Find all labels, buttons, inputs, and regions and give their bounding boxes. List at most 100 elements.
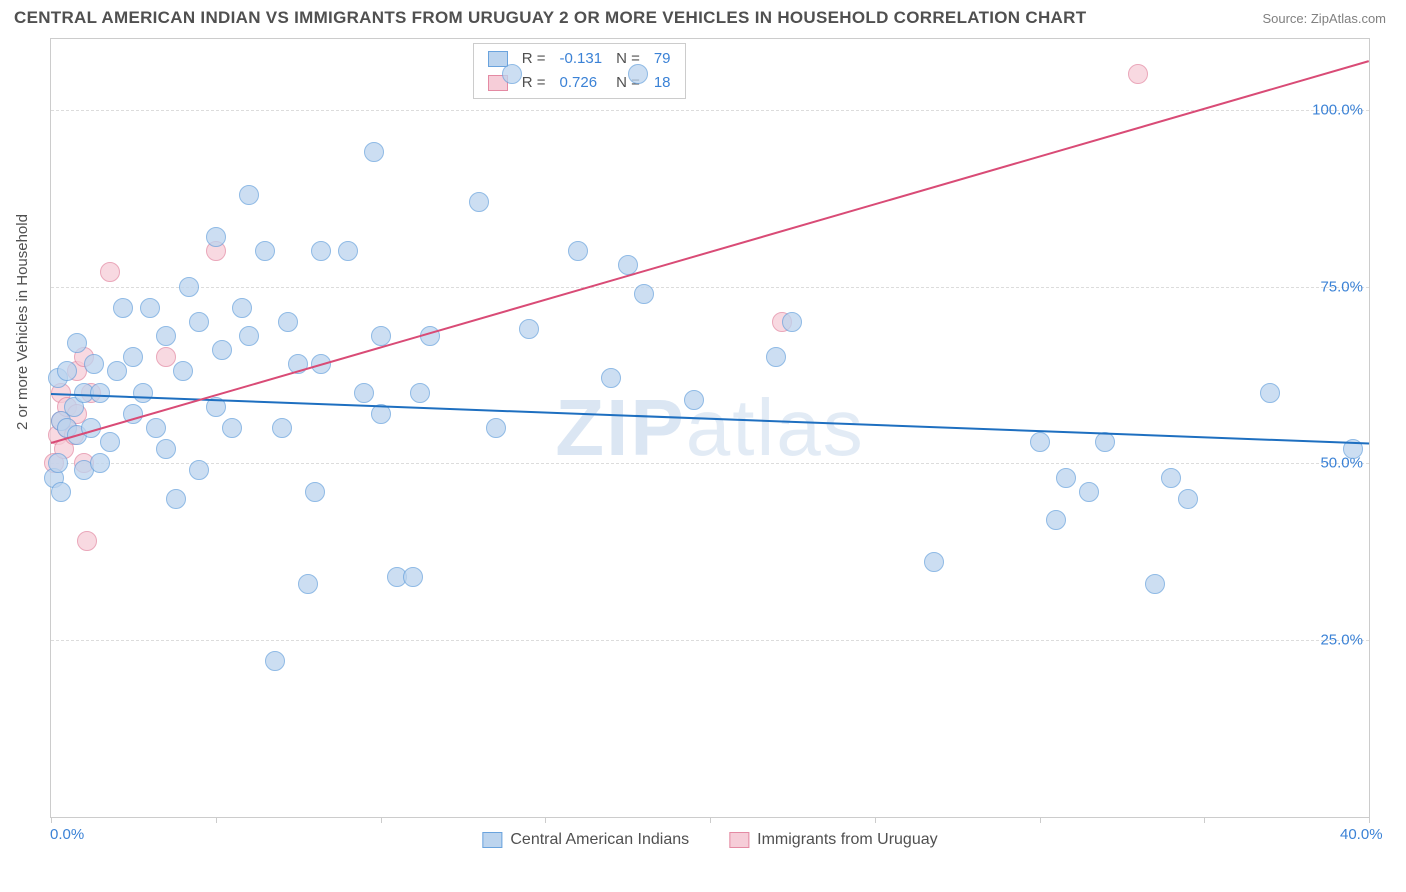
- scatter-point: [1260, 383, 1280, 403]
- scatter-point: [255, 241, 275, 261]
- plot-surface: 25.0%50.0%75.0%100.0%: [51, 39, 1369, 817]
- scatter-point: [239, 326, 259, 346]
- legend-n-value: 79: [648, 48, 677, 70]
- scatter-point: [1079, 482, 1099, 502]
- x-tick-label: 40.0%: [1340, 826, 1383, 843]
- x-tick: [545, 817, 546, 823]
- scatter-point: [90, 383, 110, 403]
- gridline: [51, 463, 1369, 464]
- scatter-point: [519, 319, 539, 339]
- scatter-point: [601, 368, 621, 388]
- scatter-point: [1046, 510, 1066, 530]
- scatter-point: [113, 298, 133, 318]
- scatter-point: [179, 277, 199, 297]
- y-axis-title: 2 or more Vehicles in Household: [14, 214, 31, 430]
- legend-swatch: [729, 832, 749, 848]
- scatter-point: [364, 142, 384, 162]
- scatter-point: [232, 298, 252, 318]
- scatter-point: [189, 312, 209, 332]
- scatter-point: [239, 185, 259, 205]
- scatter-point: [502, 64, 522, 84]
- scatter-point: [410, 383, 430, 403]
- y-tick-label: 75.0%: [1320, 278, 1363, 295]
- gridline: [51, 287, 1369, 288]
- chart-title: CENTRAL AMERICAN INDIAN VS IMMIGRANTS FR…: [14, 8, 1086, 28]
- scatter-point: [1128, 64, 1148, 84]
- scatter-point: [568, 241, 588, 261]
- scatter-point: [634, 284, 654, 304]
- scatter-point: [311, 241, 331, 261]
- scatter-point: [90, 453, 110, 473]
- scatter-point: [67, 333, 87, 353]
- scatter-point: [272, 418, 292, 438]
- scatter-point: [57, 361, 77, 381]
- scatter-point: [1161, 468, 1181, 488]
- scatter-point: [1145, 574, 1165, 594]
- scatter-point: [173, 361, 193, 381]
- scatter-point: [766, 347, 786, 367]
- scatter-point: [140, 298, 160, 318]
- legend-item: Central American Indians: [482, 831, 689, 849]
- scatter-point: [133, 383, 153, 403]
- scatter-point: [48, 453, 68, 473]
- legend-label: Central American Indians: [510, 831, 689, 848]
- trend-line: [51, 60, 1370, 444]
- scatter-point: [1178, 489, 1198, 509]
- legend-label: Immigrants from Uruguay: [757, 831, 938, 848]
- x-tick: [1204, 817, 1205, 823]
- scatter-point: [1056, 468, 1076, 488]
- scatter-chart: ZIPatlas 25.0%50.0%75.0%100.0% R =-0.131…: [50, 38, 1370, 818]
- legend-r-value: 0.726: [554, 72, 609, 94]
- y-tick-label: 100.0%: [1312, 101, 1363, 118]
- y-tick-label: 25.0%: [1320, 632, 1363, 649]
- x-tick: [1040, 817, 1041, 823]
- x-tick: [710, 817, 711, 823]
- x-tick-label: 0.0%: [50, 826, 84, 843]
- scatter-point: [278, 312, 298, 332]
- scatter-point: [156, 439, 176, 459]
- chart-source: Source: ZipAtlas.com: [1262, 11, 1386, 26]
- scatter-point: [212, 340, 232, 360]
- scatter-point: [354, 383, 374, 403]
- scatter-point: [338, 241, 358, 261]
- legend-r-label: R =: [516, 48, 552, 70]
- scatter-point: [156, 326, 176, 346]
- scatter-point: [100, 262, 120, 282]
- x-tick: [1369, 817, 1370, 823]
- legend-n-value: 18: [648, 72, 677, 94]
- scatter-point: [146, 418, 166, 438]
- scatter-point: [782, 312, 802, 332]
- scatter-point: [298, 574, 318, 594]
- scatter-point: [84, 354, 104, 374]
- scatter-point: [469, 192, 489, 212]
- scatter-point: [156, 347, 176, 367]
- scatter-point: [222, 418, 242, 438]
- scatter-point: [486, 418, 506, 438]
- scatter-point: [77, 531, 97, 551]
- scatter-point: [107, 361, 127, 381]
- scatter-point: [403, 567, 423, 587]
- gridline: [51, 110, 1369, 111]
- scatter-point: [265, 651, 285, 671]
- scatter-point: [123, 347, 143, 367]
- scatter-point: [305, 482, 325, 502]
- scatter-point: [924, 552, 944, 572]
- scatter-point: [371, 326, 391, 346]
- legend-series: Central American Indians Immigrants from …: [482, 831, 937, 849]
- scatter-point: [166, 489, 186, 509]
- scatter-point: [684, 390, 704, 410]
- x-tick: [216, 817, 217, 823]
- scatter-point: [51, 482, 71, 502]
- legend-swatch: [488, 51, 508, 67]
- scatter-point: [1030, 432, 1050, 452]
- chart-header: CENTRAL AMERICAN INDIAN VS IMMIGRANTS FR…: [0, 0, 1406, 32]
- scatter-point: [100, 432, 120, 452]
- scatter-point: [1095, 432, 1115, 452]
- scatter-point: [206, 227, 226, 247]
- legend-swatch: [482, 832, 502, 848]
- x-tick: [381, 817, 382, 823]
- scatter-point: [189, 460, 209, 480]
- legend-item: Immigrants from Uruguay: [729, 831, 938, 849]
- scatter-point: [628, 64, 648, 84]
- legend-r-value: -0.131: [554, 48, 609, 70]
